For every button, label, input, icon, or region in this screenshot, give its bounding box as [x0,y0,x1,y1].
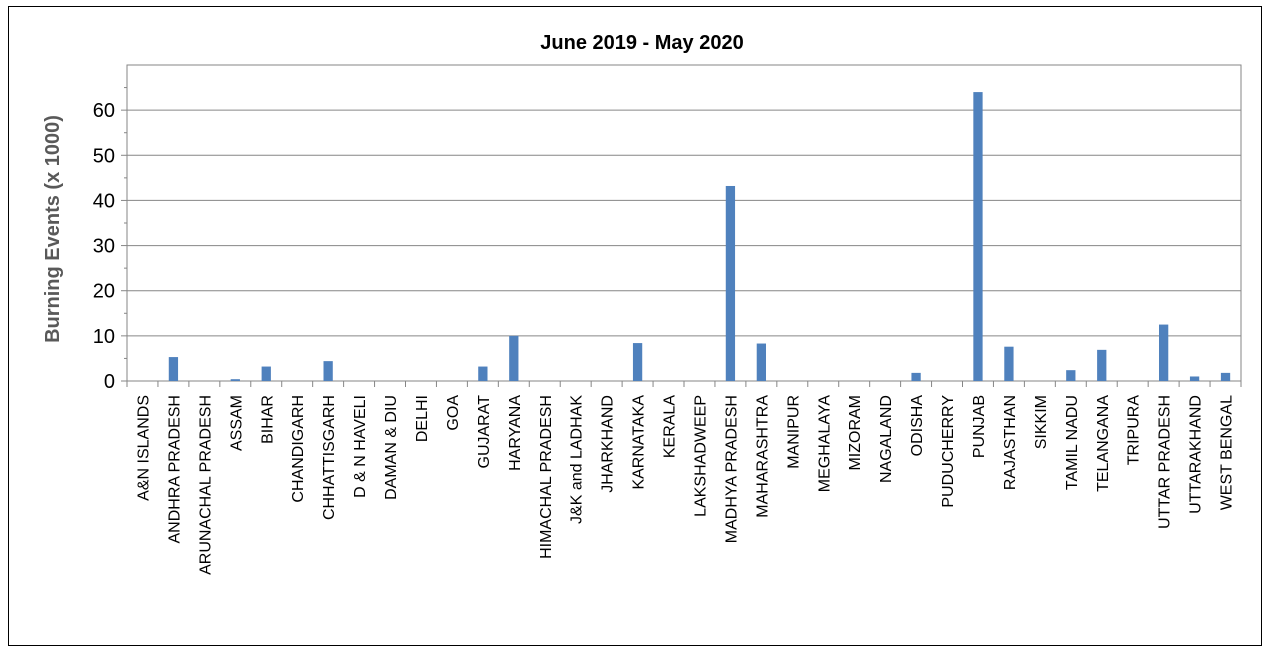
x-tick-label: NAGALAND [878,395,895,483]
bar-bihar [261,366,271,381]
x-tick-label: HIMACHAL PRADESH [538,395,555,559]
y-tick-label: 0 [104,371,115,393]
x-tick-label: LAKSHADWEEP [692,395,709,517]
bar-gujarat [478,366,488,381]
x-tick-label: TRIPURA [1126,395,1143,466]
x-tick-label: MAHARASHTRA [754,395,771,518]
plot-border [126,64,1242,382]
x-tick-label: WEST BENGAL [1219,395,1236,510]
x-tick-label: J&K and LADHAK [569,395,586,524]
x-tick-label: ARUNACHAL PRADESH [197,395,214,575]
x-tick-label: PUDUCHERRY [940,395,957,508]
y-tick-label: 50 [93,145,115,167]
bar-maharashtra [756,343,767,381]
y-tick-label: 30 [93,236,115,258]
bar-telangana [1097,349,1107,381]
bar-uttar-pradesh [1158,324,1169,381]
x-tick-label: RAJASTHAN [1002,395,1019,490]
x-tick-label: A&N ISLANDS [135,395,152,501]
bar-uttarakhand [1189,376,1200,381]
x-tick-label: BIHAR [259,395,276,444]
chart-title: June 2019 - May 2020 [540,32,743,54]
bar-tamil-nadu [1066,370,1076,381]
x-tick-label: MANIPUR [785,395,802,469]
x-tick-label: D & N HAVELI [352,395,369,498]
bar-west-bengal [1220,372,1231,381]
x-tick-label: CHHATTISGARH [321,395,338,520]
bar-rajasthan [1004,346,1014,381]
plot-area: 0 10 20 30 40 50 60 A&N ISLANDS ANDHRA PRADESH AR… [93,64,1242,575]
y-tick-label: 60 [93,100,115,122]
y-tick-label: 10 [93,326,115,348]
bar-haryana [509,335,519,381]
bar-assam [230,379,240,381]
x-tick-label: GOA [445,395,462,431]
x-tick-label: SIKKIM [1033,395,1050,449]
bar-karnataka [632,343,643,381]
bar-madhya-pradesh [725,185,736,381]
bar-punjab [973,92,983,381]
bar-andhra-pradesh [168,357,179,381]
bar-chart: June 2019 - May 2020 Burning Events (x 1… [42,32,1242,575]
x-tick-label: DAMAN & DIU [383,395,400,500]
x-tick-label: UTTAR PRADESH [1157,395,1174,529]
x-tick-label: ASSAM [228,395,245,451]
bar-odisha [911,372,921,381]
x-tick-label: MADHYA PRADESH [723,395,740,543]
x-tick-label: ODISHA [909,395,926,457]
x-tick-label: UTTARAKHAND [1188,395,1205,514]
x-tick-label: TAMIL NADU [1064,395,1081,490]
x-tick-label: HARYANA [507,395,524,471]
chart-frame: June 2019 - May 2020 Burning Events (x 1… [8,6,1262,646]
x-tick-label: ANDHRA PRADESH [166,395,183,543]
x-tick-label: MEGHALAYA [816,395,833,493]
y-tick-label: 40 [93,190,115,212]
x-tick-label: GUJARAT [476,395,493,469]
y-axis-label: Burning Events (x 1000) [42,115,64,343]
x-tick-label: DELHI [414,395,431,442]
x-tick-label: MIZORAM [847,395,864,471]
x-tick-label: CHANDIGARH [290,395,307,503]
y-tick-label: 20 [93,281,115,303]
x-tick-label: KERALA [662,395,679,458]
x-tick-label: TELANGANA [1095,395,1112,492]
x-tick-label: KARNATAKA [631,395,648,490]
bar-chhattisgarh [323,361,333,381]
x-tick-label: PUNJAB [971,395,988,458]
x-tick-label: JHARKHAND [600,395,617,493]
